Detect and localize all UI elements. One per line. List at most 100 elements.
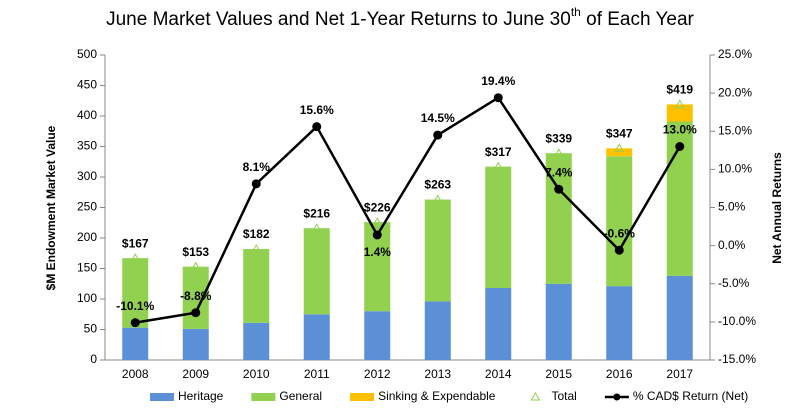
total-label: $339	[545, 131, 572, 145]
y2-tick-label: 5.0%	[718, 200, 746, 214]
y2-tick-label: 25.0%	[718, 47, 752, 61]
bar-segment	[545, 283, 572, 360]
total-marker	[553, 148, 564, 157]
x-tick-label: 2015	[545, 367, 572, 381]
total-marker	[432, 194, 443, 204]
y2-tick-label: 15.0%	[718, 123, 752, 137]
y-tick-label: 500	[77, 47, 97, 61]
y2-tick-label: 10.0%	[718, 162, 752, 176]
bar-segment	[424, 199, 451, 302]
return-line	[135, 95, 681, 324]
y2-tick-label: -5.0%	[718, 276, 750, 290]
total-label: $263	[424, 178, 451, 192]
bar-segment	[606, 148, 633, 157]
return-point	[191, 308, 201, 318]
return-label: 13.0%	[663, 123, 697, 137]
y-tick-label: 200	[77, 230, 97, 244]
y2-tick-label: 0.0%	[718, 238, 746, 252]
total-label: $226	[364, 200, 391, 214]
total-marker	[614, 143, 625, 152]
y-tick-label: 300	[77, 169, 97, 183]
bar-segment	[243, 248, 270, 323]
total-marker	[311, 223, 322, 232]
y2-tick-label: -10.0%	[718, 314, 756, 328]
return-point	[493, 93, 503, 103]
bar-segment	[485, 166, 512, 289]
return-label: 1.4%	[364, 245, 392, 259]
y-tick-label: 100	[77, 291, 97, 305]
y-tick-label: 150	[77, 261, 97, 275]
x-tick-label: 2011	[304, 367, 330, 381]
y-tick-label: 250	[77, 200, 97, 214]
total-marker	[493, 161, 504, 171]
total-label: $167	[122, 236, 149, 250]
total-marker	[190, 261, 201, 271]
y2-tick-label: -15.0%	[718, 352, 756, 366]
x-tick-label: 2016	[606, 367, 633, 381]
return-label: 8.1%	[243, 160, 271, 174]
bar-segment	[303, 228, 330, 315]
legend-swatch	[251, 393, 276, 401]
return-label: 15.6%	[300, 103, 334, 117]
bar-segment	[424, 301, 451, 360]
y-tick-label: 350	[77, 139, 97, 153]
bar-segment	[606, 156, 633, 287]
legend-label: % CAD$ Return (Net)	[633, 389, 748, 403]
bar-segment	[303, 314, 330, 360]
x-tick-label: 2017	[666, 367, 693, 381]
return-label: -0.6%	[604, 226, 636, 240]
bar-segment	[182, 266, 209, 329]
return-point	[372, 230, 382, 240]
return-point	[614, 245, 624, 255]
legend-label: General	[279, 389, 322, 403]
x-tick-label: 2014	[485, 367, 512, 381]
x-tick-label: 2010	[243, 367, 270, 381]
bar-segment	[122, 327, 149, 360]
total-label: $347	[606, 127, 633, 141]
bar-segment	[364, 311, 391, 360]
legend-label: Total	[551, 389, 576, 403]
y-tick-label: 450	[77, 78, 97, 92]
legend-label: Sinking & Expendable	[378, 389, 496, 403]
chart-title: June Market Values and Net 1-Year Return…	[106, 5, 694, 30]
legend-swatch	[613, 393, 621, 401]
return-label: -10.1%	[116, 299, 154, 313]
bar-segment	[666, 104, 693, 122]
total-label: $182	[243, 227, 270, 241]
x-tick-label: 2008	[122, 367, 149, 381]
title-superscript: th	[571, 5, 581, 19]
y2-tick-label: 20.0%	[718, 85, 752, 99]
x-tick-label: 2013	[424, 367, 451, 381]
total-marker	[674, 99, 685, 108]
total-label: $317	[485, 145, 512, 159]
legend-swatch	[150, 393, 174, 401]
total-label: $216	[303, 206, 330, 220]
total-marker	[251, 243, 262, 253]
bar-segment	[666, 275, 693, 360]
title-end: of Each Year	[581, 9, 695, 30]
y-tick-label: 50	[84, 322, 98, 336]
y-axis-label: $M Endowment Market Value	[44, 125, 58, 290]
bar-segment	[182, 328, 209, 360]
return-label: -8.8%	[180, 289, 212, 303]
return-point	[554, 184, 564, 194]
total-marker	[130, 253, 141, 262]
return-point	[130, 318, 140, 328]
bar-segment	[485, 288, 512, 360]
bar-segment	[243, 322, 270, 360]
y-tick-label: 0	[90, 352, 97, 366]
return-point	[433, 130, 443, 140]
total-marker	[372, 217, 383, 226]
return-label: 14.5%	[421, 111, 455, 125]
total-label: $419	[666, 83, 693, 97]
bar-segment	[606, 286, 633, 360]
legend-swatch	[350, 393, 375, 401]
x-tick-label: 2012	[364, 367, 391, 381]
y-tick-label: 400	[77, 108, 97, 122]
x-tick-label: 2009	[182, 367, 209, 381]
return-label: 7.4%	[545, 165, 573, 179]
return-label: 19.4%	[481, 74, 515, 88]
return-point	[312, 122, 322, 132]
legend-swatch	[530, 391, 541, 401]
title-main: June Market Values and Net 1-Year Return…	[106, 9, 571, 30]
